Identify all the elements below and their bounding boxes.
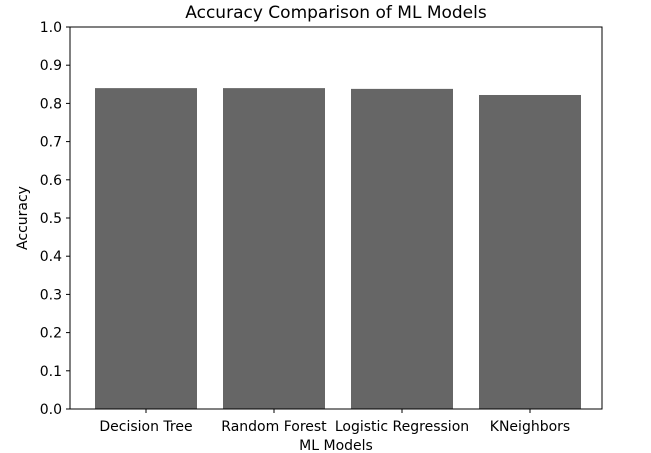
y-axis-ticks: 0.0 0.1 0.2 0.3 0.4 0.5 0.6 0.7 0.8 0.9 1.0	[40, 20, 70, 418]
bars-group	[95, 88, 581, 410]
y-tick-label: 0.5	[40, 211, 62, 227]
x-axis-ticks: Decision Tree Random Forest Logistic Regre…	[99, 409, 570, 435]
y-tick-label: 0.9	[40, 58, 62, 74]
y-tick-label: 0.4	[40, 249, 62, 265]
x-axis-title: ML Models	[299, 438, 373, 453]
chart-title: Accuracy Comparison of ML Models	[185, 3, 487, 23]
x-tick-label: Random Forest	[221, 419, 327, 435]
y-tick-label: 0.6	[40, 173, 62, 189]
y-tick-label: 0.3	[40, 287, 62, 303]
bar	[223, 88, 325, 410]
y-tick-label: 0.0	[40, 402, 62, 418]
y-tick-label: 0.1	[40, 364, 62, 380]
bar	[95, 88, 197, 410]
x-tick-label: Decision Tree	[99, 419, 192, 435]
x-tick-label: Logistic Regression	[335, 419, 469, 435]
y-tick-label: 1.0	[40, 20, 62, 36]
y-tick-label: 0.7	[40, 135, 62, 151]
y-tick-label: 0.8	[40, 96, 62, 112]
bar	[479, 94, 581, 409]
x-tick-label: KNeighbors	[490, 419, 570, 435]
y-axis-title: Accuracy	[15, 186, 31, 250]
y-tick-label: 0.2	[40, 326, 62, 342]
bar	[351, 88, 453, 409]
